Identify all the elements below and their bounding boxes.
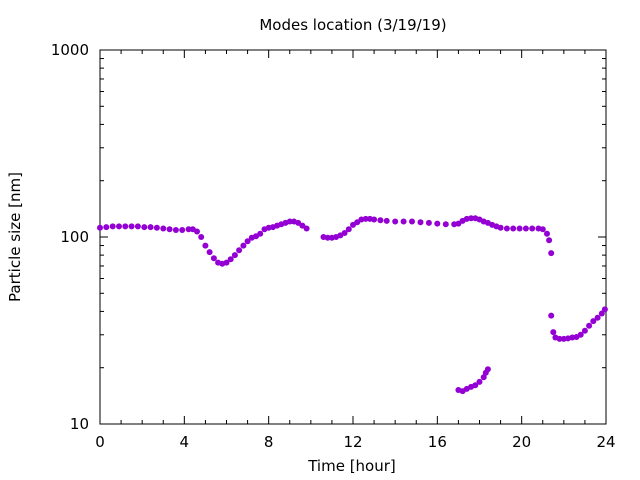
data-point bbox=[601, 306, 608, 313]
data-point bbox=[362, 215, 369, 222]
data-point bbox=[522, 225, 529, 232]
x-tick-label: 24 bbox=[596, 433, 615, 451]
axis-ticks bbox=[99, 49, 607, 425]
data-point bbox=[383, 217, 390, 224]
data-point bbox=[590, 318, 597, 325]
data-point bbox=[548, 250, 555, 257]
data-point bbox=[392, 218, 399, 225]
y-tick-label: 100 bbox=[60, 228, 89, 246]
data-point bbox=[97, 224, 103, 231]
x-tick-label: 16 bbox=[428, 433, 447, 451]
data-point bbox=[400, 218, 407, 225]
data-point bbox=[147, 224, 154, 231]
x-tick-label: 4 bbox=[180, 433, 190, 451]
axis-tick-labels: 0 4 8 12 16 20 24 10 100 1000 bbox=[51, 41, 616, 451]
data-point bbox=[103, 224, 110, 231]
data-point bbox=[128, 223, 135, 230]
data-points bbox=[97, 215, 608, 395]
data-point bbox=[109, 223, 116, 230]
data-point bbox=[550, 329, 557, 336]
x-tick-label: 20 bbox=[512, 433, 531, 451]
data-point bbox=[257, 230, 264, 237]
data-point bbox=[227, 256, 234, 263]
data-point bbox=[116, 223, 122, 230]
data-point bbox=[577, 331, 584, 338]
data-point bbox=[122, 223, 129, 230]
data-point bbox=[544, 230, 550, 237]
data-point bbox=[476, 378, 483, 385]
data-point bbox=[166, 226, 173, 233]
data-point bbox=[194, 228, 200, 235]
data-point bbox=[516, 225, 523, 232]
data-point bbox=[206, 249, 213, 256]
data-point bbox=[185, 226, 192, 233]
y-tick-label: 10 bbox=[70, 415, 89, 433]
data-point bbox=[286, 218, 293, 225]
x-tick-label: 12 bbox=[343, 433, 362, 451]
data-point bbox=[324, 234, 331, 241]
data-point bbox=[556, 335, 563, 342]
data-point bbox=[141, 224, 148, 231]
data-point bbox=[548, 312, 555, 319]
data-point bbox=[442, 221, 449, 228]
data-point bbox=[341, 230, 348, 236]
data-point bbox=[586, 322, 593, 329]
data-point bbox=[497, 224, 504, 231]
data-point bbox=[198, 234, 205, 240]
chart-title: Modes location (3/19/19) bbox=[259, 16, 446, 34]
data-point bbox=[484, 366, 491, 373]
data-point bbox=[134, 223, 141, 230]
data-point bbox=[210, 255, 217, 262]
data-point bbox=[409, 218, 415, 225]
data-point bbox=[468, 215, 475, 222]
data-point bbox=[539, 226, 546, 233]
data-point bbox=[425, 219, 432, 226]
data-point bbox=[546, 237, 553, 244]
data-point bbox=[510, 225, 517, 232]
data-point bbox=[303, 225, 310, 232]
x-tick-label: 0 bbox=[95, 433, 105, 451]
data-point bbox=[417, 219, 424, 226]
data-point bbox=[581, 327, 588, 334]
x-axis-label: Time [hour] bbox=[307, 457, 396, 475]
data-point bbox=[223, 259, 230, 266]
data-point bbox=[345, 226, 352, 233]
data-point bbox=[153, 224, 160, 231]
data-point bbox=[299, 222, 306, 229]
data-point bbox=[480, 374, 487, 381]
x-tick-label: 8 bbox=[264, 433, 274, 451]
data-point bbox=[244, 238, 251, 245]
data-point bbox=[179, 227, 186, 233]
data-point bbox=[594, 314, 601, 321]
data-point bbox=[172, 227, 179, 233]
plot-frame bbox=[99, 49, 607, 425]
y-axis-label: Particle size [nm] bbox=[6, 172, 24, 302]
data-point bbox=[377, 217, 384, 224]
data-point bbox=[240, 242, 247, 249]
data-point bbox=[434, 220, 441, 227]
data-point bbox=[503, 225, 510, 232]
data-point bbox=[598, 310, 605, 317]
data-point bbox=[236, 247, 243, 254]
y-tick-label: 1000 bbox=[51, 41, 89, 59]
data-point bbox=[160, 225, 167, 232]
data-point bbox=[529, 225, 536, 232]
data-point bbox=[202, 242, 209, 249]
data-point bbox=[371, 216, 378, 223]
data-point bbox=[231, 252, 238, 259]
data-point bbox=[472, 382, 479, 389]
